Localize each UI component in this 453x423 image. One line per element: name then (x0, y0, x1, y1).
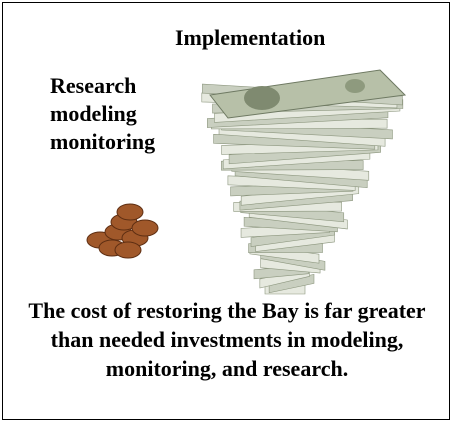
page: Implementation Researchmodelingmonitorin… (0, 0, 453, 423)
bill-portrait (244, 86, 280, 110)
penny (115, 242, 141, 258)
pennies (87, 204, 158, 258)
label-line: Research (50, 72, 155, 100)
title: Implementation (175, 25, 325, 51)
label-line: modeling (50, 100, 155, 128)
penny (132, 220, 158, 236)
label-line: monitoring (50, 128, 155, 156)
caption: The cost of restoring the Bay is far gre… (18, 296, 436, 383)
bill-seal (345, 79, 365, 93)
money-stack (202, 70, 405, 294)
penny (117, 204, 143, 220)
